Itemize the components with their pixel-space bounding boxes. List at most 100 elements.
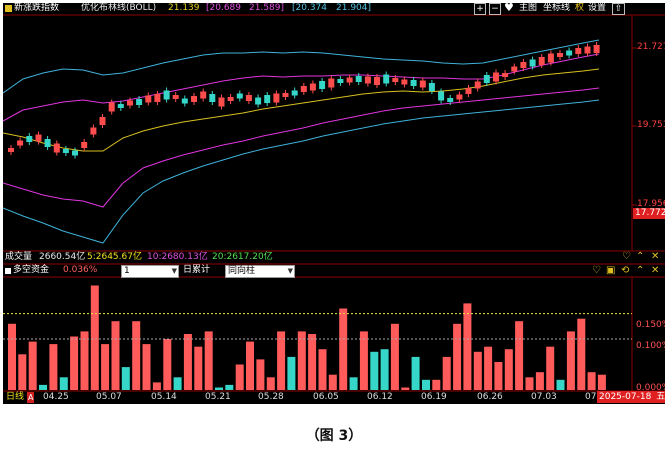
candle-body — [419, 80, 426, 88]
flow-bar — [411, 356, 420, 390]
candle-body — [319, 81, 326, 89]
flow-bar — [308, 334, 317, 390]
flow-bar — [349, 377, 358, 390]
flow-bar — [556, 379, 565, 390]
flow-bar — [297, 331, 306, 390]
volume-collapse-icon[interactable]: ⌃ — [636, 251, 645, 262]
candle-body — [227, 97, 234, 101]
lower-refresh-icon[interactable]: ⟲ — [621, 265, 630, 276]
coord-line-button[interactable]: 坐标线 — [543, 3, 571, 13]
lower-close-icon[interactable]: ✕ — [651, 265, 660, 276]
volume-total: 2660.54亿 — [39, 252, 86, 262]
candle-body — [456, 94, 463, 100]
flow-bar — [8, 323, 16, 390]
candle-body — [200, 91, 207, 99]
lower-panel-name: 多空资金 — [13, 265, 50, 275]
boll-name: 优化布林线(BOLL) — [81, 3, 157, 13]
candle-body — [300, 86, 307, 92]
candle-body — [81, 142, 88, 148]
flow-bar — [401, 387, 410, 390]
flow-bar — [90, 285, 99, 390]
flow-bar — [535, 372, 544, 390]
flow-bar — [173, 377, 182, 390]
lower-heart-icon[interactable]: ♡ — [592, 265, 601, 276]
flow-bar — [277, 331, 286, 390]
date-label: 06.12 — [367, 392, 393, 402]
figure-caption: （图 3） — [305, 428, 363, 444]
candle-body — [108, 102, 115, 112]
candle-body — [575, 48, 582, 54]
indicator-name[interactable]: 新涨跌指数 — [14, 3, 60, 13]
candle-body — [410, 80, 417, 86]
flow-bar — [525, 377, 534, 390]
expand-up-icon[interactable]: ⇧ — [612, 3, 625, 15]
volume-close-icon[interactable]: ✕ — [651, 251, 660, 262]
flow-bar — [183, 334, 192, 390]
candle-body — [392, 78, 399, 82]
period-select[interactable]: 1 ▼ — [121, 265, 179, 278]
bar-mode-select[interactable]: 同向柱 ▼ — [225, 265, 295, 278]
settings-button[interactable]: 设置 — [588, 3, 607, 13]
candle-body — [355, 76, 362, 82]
flow-bar — [432, 379, 441, 390]
boll-outer-upper-line — [3, 39, 600, 94]
candle-body — [447, 98, 454, 102]
lower-axis-150: 0.150% — [636, 320, 665, 330]
flow-bar — [163, 339, 172, 390]
flow-bar — [80, 331, 89, 390]
lower-axis-100: 0.100% — [636, 341, 665, 351]
chevron-down-icon: ▼ — [287, 267, 293, 275]
candle-body — [502, 73, 509, 77]
candle-body — [584, 46, 591, 54]
candle-body — [72, 150, 78, 156]
main-chart-button[interactable]: 主图 — [519, 3, 538, 13]
axis-label-top: 21.727 — [637, 42, 665, 52]
flow-bar — [370, 351, 379, 390]
period-select-value: 1 — [124, 266, 130, 276]
candle-body — [136, 99, 143, 105]
period-badge: A — [27, 392, 35, 403]
flow-bar — [132, 321, 141, 390]
date-label: 05.14 — [151, 392, 177, 402]
lower-collapse-icon[interactable]: ⌃ — [636, 265, 645, 276]
candle-body — [465, 88, 472, 94]
flow-bar — [215, 387, 223, 390]
candle-body — [383, 74, 390, 84]
flow-bar — [566, 331, 575, 390]
zoom-out-button[interactable]: − — [489, 3, 501, 15]
candle-body — [438, 91, 445, 101]
candle-body — [428, 83, 435, 91]
date-label: 06.05 — [313, 392, 339, 402]
candle-body — [282, 93, 289, 97]
candle-body — [236, 93, 243, 99]
rights-button[interactable]: 权 — [575, 3, 585, 13]
flow-bar — [18, 354, 27, 390]
volume-heart-icon[interactable]: ♡ — [622, 251, 631, 262]
flow-bar — [442, 356, 451, 390]
candle-body — [35, 134, 42, 142]
flow-bar — [204, 331, 213, 390]
candle-body — [337, 79, 344, 83]
zoom-in-button[interactable]: + — [474, 3, 486, 15]
flow-bar — [111, 321, 120, 390]
flow-bar — [380, 349, 389, 390]
current-date-badge: 2025-07-18 五 — [597, 391, 665, 403]
flow-bar — [318, 349, 327, 390]
boll-outer-upper-value: [20.374 — [292, 3, 328, 13]
period-label[interactable]: 日线 — [6, 392, 25, 402]
candle-body — [163, 90, 170, 100]
volume-label: 成交量 — [5, 252, 33, 262]
candle-body — [566, 50, 573, 56]
date-label: 05.07 — [96, 392, 122, 402]
favorite-heart-icon[interactable]: ♥ — [504, 3, 514, 14]
candle-body — [99, 117, 106, 125]
flow-bar — [39, 384, 47, 390]
lower-settings-icon[interactable]: ▣ — [606, 265, 616, 276]
date-label: 07. — [585, 392, 600, 402]
candle-body — [53, 143, 60, 153]
date-label: 07.03 — [531, 392, 557, 402]
flow-bar — [546, 346, 555, 390]
stock-chart-window: 新涨跌指数 优化布林线(BOLL) 21.139 [20.689 21.589]… — [3, 3, 665, 404]
candle-body — [474, 81, 481, 89]
flow-bar — [473, 351, 482, 390]
